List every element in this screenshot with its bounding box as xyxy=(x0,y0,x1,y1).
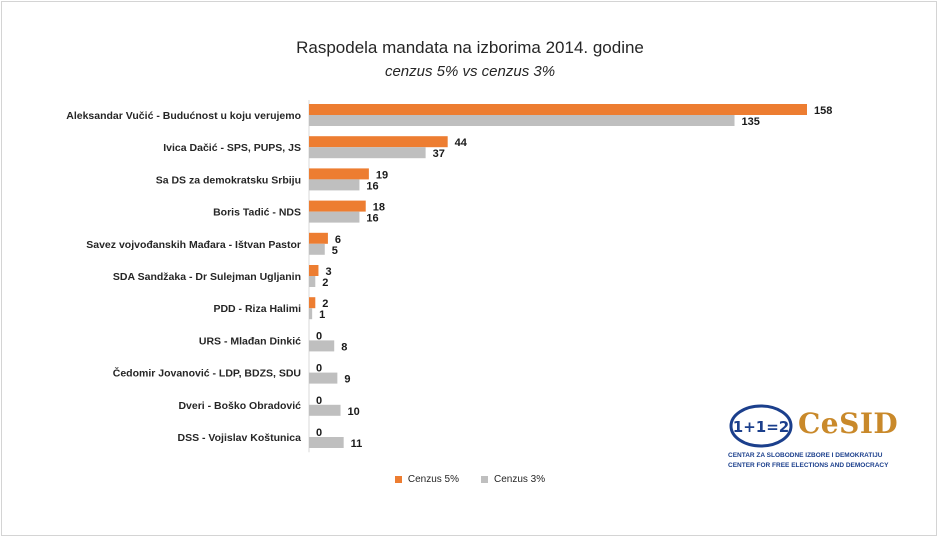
legend-label-cenzus-5: Cenzus 5% xyxy=(407,474,459,485)
category-label: Boris Tadić - NDS xyxy=(213,207,301,219)
category-label: SDA Sandžaka - Dr Sulejman Ugljanin xyxy=(113,271,301,283)
data-label: 9 xyxy=(344,374,350,386)
data-label: 0 xyxy=(316,363,322,375)
cesid-logo: 1+1=2 CeSID CENTAR ZA SLOBODNE IZBORE I … xyxy=(728,403,898,475)
bar xyxy=(309,147,426,159)
category-label: DSS - Vojislav Koštunica xyxy=(177,432,301,444)
bar xyxy=(309,276,316,287)
chart-title: Raspodela mandata na izborima 2014. godi… xyxy=(296,38,644,57)
data-label: 5 xyxy=(332,245,338,257)
cesid-emblem-icon: 1+1=2 xyxy=(729,404,793,448)
data-label: 18 xyxy=(373,202,385,214)
bar xyxy=(309,104,807,115)
cesid-emblem-text: 1+1=2 xyxy=(733,418,789,436)
bar xyxy=(309,265,319,276)
data-label: 11 xyxy=(351,438,363,450)
cesid-tagline-sr: CENTAR ZA SLOBODNE IZBORE I DEMOKRATIJU xyxy=(728,452,883,459)
bar xyxy=(309,211,360,223)
category-label: Dveri - Boško Obradović xyxy=(178,400,301,412)
category-label: Čedomir Jovanović - LDP, BDZS, SDU xyxy=(113,367,301,380)
legend-swatch-cenzus-5 xyxy=(394,476,402,483)
bar xyxy=(309,404,341,416)
cesid-tagline-en: CENTER FOR FREE ELECTIONS AND DEMOCRACY xyxy=(728,462,889,469)
data-label: 1 xyxy=(319,309,325,321)
data-label: 37 xyxy=(433,148,445,160)
category-label: PDD - Riza Halimi xyxy=(213,303,301,315)
bar xyxy=(309,437,344,448)
data-label: 135 xyxy=(742,116,760,128)
legend-swatch-cenzus-3 xyxy=(481,476,488,483)
data-label: 3 xyxy=(325,266,331,278)
bar xyxy=(309,308,313,320)
data-label: 19 xyxy=(376,169,388,181)
data-label: 16 xyxy=(366,213,378,225)
bar xyxy=(309,179,360,191)
legend-item-cenzus-5: Cenzus 5% xyxy=(394,474,459,485)
chart-subtitle: cenzus 5% vs cenzus 3% xyxy=(384,63,556,80)
bar xyxy=(309,115,735,126)
bar xyxy=(309,297,316,309)
data-label: 0 xyxy=(316,330,322,342)
data-label: 2 xyxy=(322,298,328,310)
category-label: URS - Mlađan Dinkić xyxy=(199,335,301,347)
data-label: 0 xyxy=(316,427,322,439)
category-label: Savez vojvođanskih Mađara - Ištvan Pasto… xyxy=(86,239,301,251)
category-label: Aleksandar Vučić - Budućnost u koju veru… xyxy=(66,110,301,122)
category-label: Ivica Dačić - SPS, PUPS, JS xyxy=(163,142,301,154)
legend-item-cenzus-3: Cenzus 3% xyxy=(481,474,545,485)
data-label: 8 xyxy=(341,341,347,353)
bar xyxy=(309,340,335,352)
data-label: 44 xyxy=(455,137,468,149)
data-label: 16 xyxy=(366,180,378,192)
category-label: Sa DS za demokratsku Srbiju xyxy=(156,174,301,186)
bar xyxy=(309,243,325,255)
data-label: 2 xyxy=(322,277,328,289)
bar xyxy=(309,136,448,148)
data-label: 6 xyxy=(335,234,341,246)
data-label: 0 xyxy=(316,395,322,407)
legend: Cenzus 5% Cenzus 3% xyxy=(0,474,940,485)
bar xyxy=(309,232,328,244)
data-label: 158 xyxy=(814,105,832,117)
bar xyxy=(309,168,369,180)
cesid-wordmark: CeSID xyxy=(798,407,899,440)
bar xyxy=(309,372,338,384)
legend-label-cenzus-3: Cenzus 3% xyxy=(494,474,546,485)
data-label: 10 xyxy=(348,406,360,418)
bar xyxy=(309,200,366,212)
